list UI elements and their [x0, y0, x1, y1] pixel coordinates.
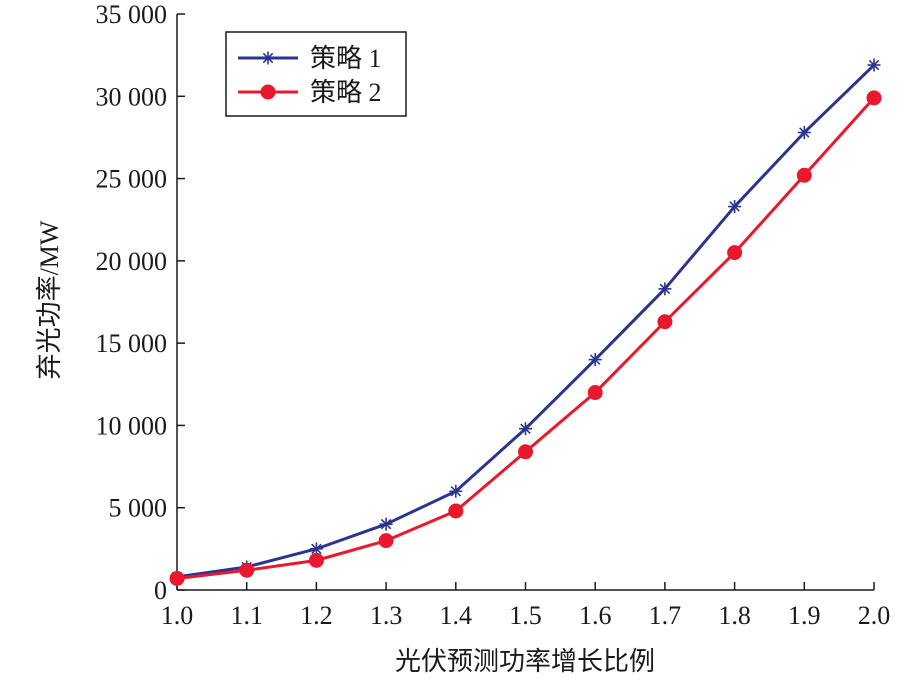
- series-2-point: [657, 314, 673, 330]
- x-tick-label: 1.4: [440, 601, 473, 630]
- series-1-point: [658, 282, 672, 296]
- x-tick-label: 1.0: [161, 601, 194, 630]
- legend-asterisk-marker: [261, 51, 275, 65]
- series-2-point: [448, 503, 464, 519]
- series-1-point: [867, 58, 881, 72]
- y-tick-label: 15 000: [96, 329, 168, 358]
- series-1-point: [379, 517, 393, 531]
- series-2-point: [308, 552, 324, 568]
- x-tick-label: 1.8: [718, 601, 751, 630]
- series-2-point: [866, 90, 882, 106]
- series-1: [170, 58, 881, 584]
- x-tick-label: 1.5: [509, 601, 542, 630]
- x-axis-title: 光伏预测功率增长比例: [395, 647, 655, 676]
- y-axis-title: 弃光功率/MW: [35, 220, 64, 379]
- y-tick-label: 10 000: [96, 411, 168, 440]
- series-layer: [169, 58, 882, 586]
- x-tick-label: 1.3: [370, 601, 403, 630]
- y-tick-label: 20 000: [96, 247, 168, 276]
- legend-label-series-1: 策略 1: [310, 44, 382, 73]
- series-2-point: [169, 570, 185, 586]
- series-1-line: [176, 63, 876, 579]
- x-tick-label: 2.0: [858, 601, 891, 630]
- legend-circle-marker: [260, 84, 276, 100]
- y-tick-label: 35 000: [96, 0, 168, 29]
- y-tick-label: 5 000: [109, 494, 168, 523]
- series-2-point: [727, 245, 743, 261]
- legend: 策略 1 策略 2: [225, 31, 407, 117]
- legend-label-series-2: 策略 2: [310, 78, 382, 107]
- series-2: [169, 90, 882, 586]
- series-1-point: [728, 200, 742, 214]
- x-tick-label: 1.1: [230, 601, 263, 630]
- series-2-point: [378, 533, 394, 549]
- y-tick-label: 0: [154, 576, 167, 605]
- y-tick-label: 25 000: [96, 165, 168, 194]
- series-1-point: [797, 125, 811, 139]
- series-1-point: [519, 422, 532, 436]
- x-tick-label: 1.6: [579, 601, 612, 630]
- x-tick-label: 1.9: [788, 601, 821, 630]
- axes: 1.0 1.1 1.2 1.3 1.4 1.5 1.6 1.7 1.8 1.9 2.0 0 5 000 1…: [96, 0, 891, 630]
- x-tick-label: 1.2: [300, 601, 333, 630]
- series-1-point: [588, 353, 602, 367]
- legend-box: [225, 31, 407, 117]
- y-tick-label: 30 000: [96, 82, 168, 111]
- series-2-point: [518, 444, 533, 460]
- series-2-point: [796, 167, 812, 183]
- series-2-point: [587, 385, 603, 401]
- x-tick-label: 1.7: [649, 601, 682, 630]
- series-2-point: [239, 562, 255, 578]
- legend-marker-series-1: [261, 51, 275, 65]
- legend-marker-series-2: [260, 84, 276, 100]
- series-1-point: [449, 484, 463, 498]
